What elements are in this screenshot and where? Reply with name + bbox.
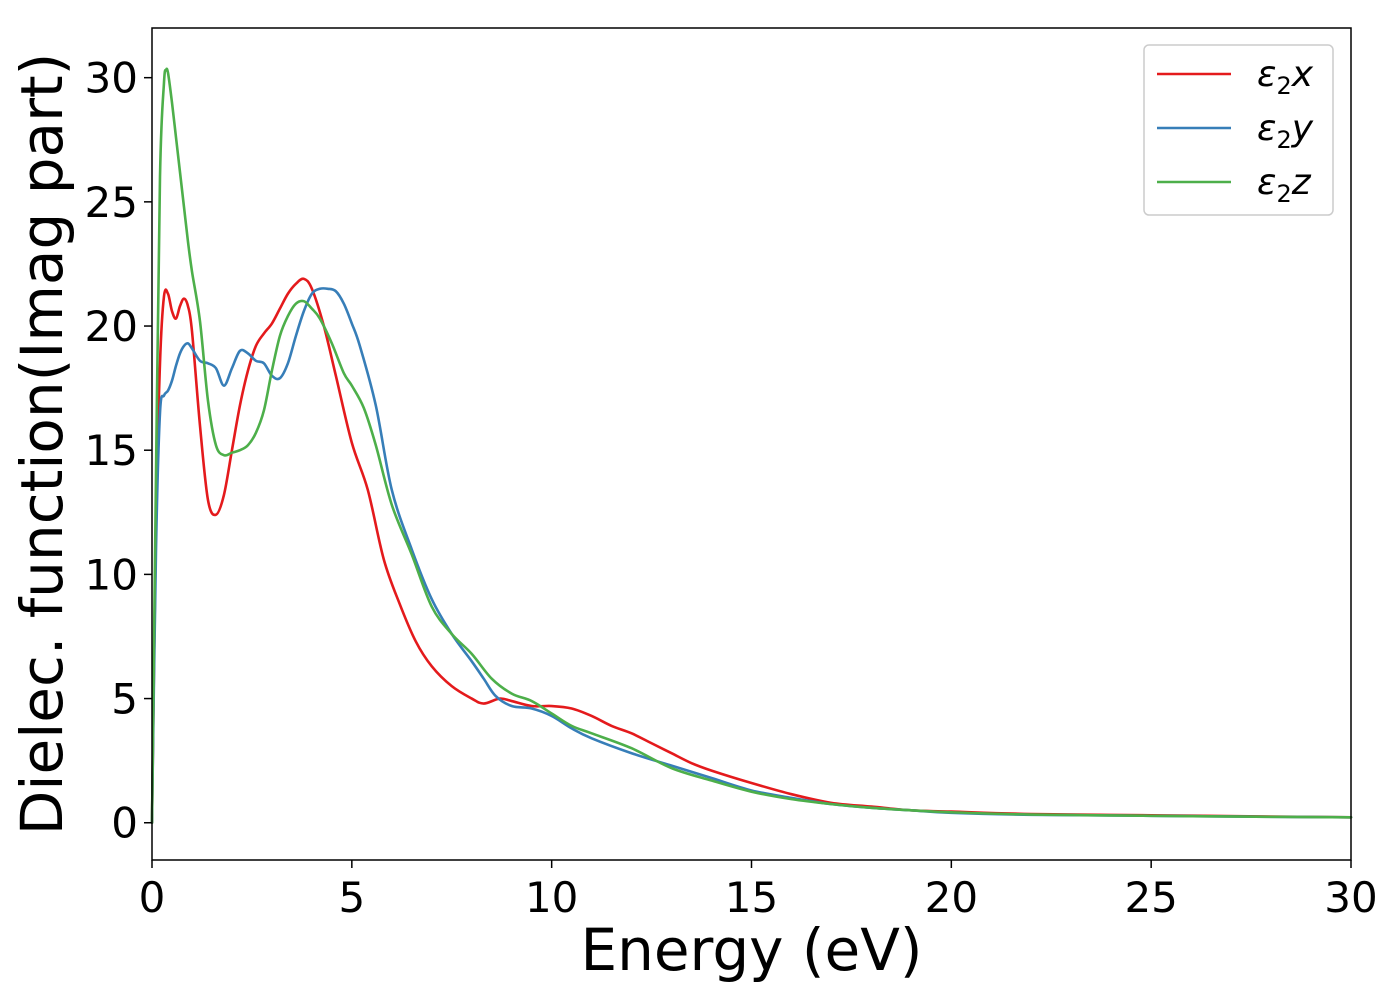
x-tick-label: 5 xyxy=(338,873,365,922)
y-tick-label: 25 xyxy=(85,178,138,227)
y-tick-label: 30 xyxy=(85,54,138,103)
x-tick-label: 30 xyxy=(1324,873,1377,922)
y-tick-label: 10 xyxy=(85,550,138,599)
legend: ε2x ε2y ε2z xyxy=(1143,44,1334,216)
y-axis: 0 5 10 15 20 25 30 xyxy=(85,54,152,848)
legend-label-x: ε2x xyxy=(1257,54,1314,100)
y-tick-label: 20 xyxy=(85,302,138,351)
legend-label-y: ε2y xyxy=(1257,108,1314,154)
series-layer xyxy=(150,67,1353,825)
y-tick-label: 5 xyxy=(111,675,138,724)
y-axis-label: Dielec. function(Imag part) xyxy=(8,53,76,836)
x-tick-label: 15 xyxy=(725,873,778,922)
series-line-z xyxy=(150,67,1353,825)
x-axis-label: Energy (eV) xyxy=(580,916,922,984)
x-tick-label: 25 xyxy=(1124,873,1177,922)
y-tick-label: 15 xyxy=(85,426,138,475)
x-tick-label: 0 xyxy=(139,873,166,922)
legend-box xyxy=(1143,44,1334,216)
series-line-x xyxy=(150,277,1353,825)
x-tick-label: 10 xyxy=(525,873,578,922)
x-axis: 0 5 10 15 20 25 30 xyxy=(139,860,1378,922)
legend-label-z: ε2z xyxy=(1257,162,1312,208)
y-tick-label: 0 xyxy=(111,799,138,848)
x-tick-label: 20 xyxy=(925,873,978,922)
